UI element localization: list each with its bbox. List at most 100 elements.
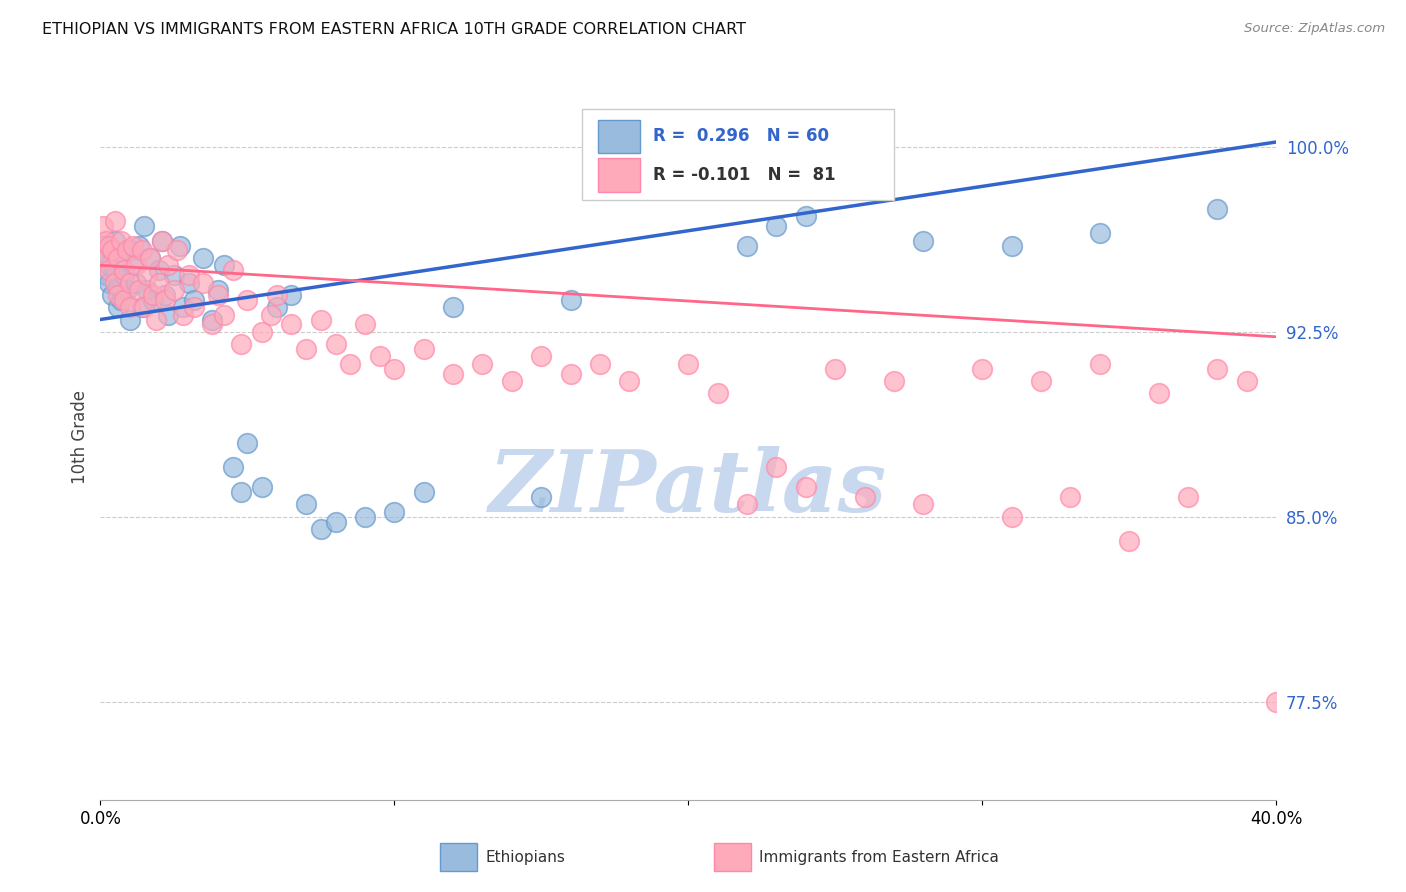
Point bbox=[136, 283, 159, 297]
Point bbox=[309, 312, 332, 326]
Point bbox=[354, 509, 377, 524]
Point bbox=[412, 485, 434, 500]
Point bbox=[134, 219, 156, 233]
Point bbox=[250, 480, 273, 494]
Point bbox=[142, 293, 165, 307]
FancyBboxPatch shape bbox=[714, 843, 751, 871]
Point bbox=[325, 515, 347, 529]
Point bbox=[156, 308, 179, 322]
Point bbox=[183, 300, 205, 314]
Point bbox=[560, 367, 582, 381]
Point bbox=[107, 300, 129, 314]
Point bbox=[619, 374, 641, 388]
Point bbox=[98, 263, 121, 277]
FancyBboxPatch shape bbox=[598, 120, 640, 153]
Point bbox=[131, 244, 153, 258]
Point bbox=[134, 300, 156, 314]
Y-axis label: 10th Grade: 10th Grade bbox=[72, 390, 89, 483]
Point bbox=[193, 276, 215, 290]
FancyBboxPatch shape bbox=[598, 158, 640, 192]
Point bbox=[794, 209, 817, 223]
Point bbox=[128, 238, 150, 252]
Point bbox=[172, 300, 194, 314]
Point bbox=[139, 251, 162, 265]
Point bbox=[110, 293, 132, 307]
Point bbox=[166, 244, 188, 258]
Point bbox=[107, 251, 129, 265]
Point bbox=[1000, 238, 1022, 252]
Text: R =  0.296   N = 60: R = 0.296 N = 60 bbox=[652, 128, 830, 145]
Point bbox=[339, 357, 361, 371]
Point bbox=[201, 312, 224, 326]
Point bbox=[1147, 386, 1170, 401]
Point bbox=[115, 244, 138, 258]
Point bbox=[104, 214, 127, 228]
Point bbox=[221, 460, 243, 475]
Point bbox=[266, 300, 288, 314]
Point bbox=[676, 357, 699, 371]
Point bbox=[1088, 357, 1111, 371]
Point bbox=[1206, 202, 1229, 216]
Text: Ethiopians: Ethiopians bbox=[485, 850, 565, 864]
Point bbox=[124, 258, 146, 272]
Point bbox=[148, 276, 170, 290]
Point bbox=[177, 276, 200, 290]
Point bbox=[104, 276, 127, 290]
Point bbox=[236, 293, 259, 307]
Point bbox=[121, 238, 143, 252]
Point bbox=[853, 490, 876, 504]
Point bbox=[1177, 490, 1199, 504]
Point bbox=[501, 374, 523, 388]
Point bbox=[441, 367, 464, 381]
Point bbox=[250, 325, 273, 339]
Text: ZIPatlas: ZIPatlas bbox=[489, 446, 887, 529]
Point bbox=[212, 258, 235, 272]
Point bbox=[142, 288, 165, 302]
Point bbox=[1029, 374, 1052, 388]
Point bbox=[231, 485, 253, 500]
Point bbox=[1236, 374, 1258, 388]
Point bbox=[530, 490, 553, 504]
Point bbox=[471, 357, 494, 371]
Point bbox=[96, 268, 118, 282]
Point bbox=[972, 361, 994, 376]
Point bbox=[295, 342, 318, 356]
Point bbox=[735, 238, 758, 252]
Point bbox=[110, 251, 132, 265]
Point bbox=[118, 312, 141, 326]
Point bbox=[280, 288, 302, 302]
Point bbox=[382, 505, 405, 519]
Point bbox=[112, 293, 135, 307]
Point bbox=[112, 263, 135, 277]
Point bbox=[98, 258, 121, 272]
Point bbox=[98, 238, 121, 252]
Point bbox=[912, 234, 935, 248]
Text: R = -0.101   N =  81: R = -0.101 N = 81 bbox=[652, 166, 835, 184]
Point bbox=[91, 219, 114, 233]
Point bbox=[169, 238, 191, 252]
Point bbox=[96, 251, 118, 265]
Point bbox=[128, 283, 150, 297]
Point bbox=[412, 342, 434, 356]
Point bbox=[163, 268, 186, 282]
Point bbox=[118, 244, 141, 258]
Point bbox=[382, 361, 405, 376]
Point bbox=[1059, 490, 1081, 504]
Point bbox=[150, 234, 173, 248]
Point bbox=[765, 219, 787, 233]
Point bbox=[193, 251, 215, 265]
Point bbox=[560, 293, 582, 307]
Text: ETHIOPIAN VS IMMIGRANTS FROM EASTERN AFRICA 10TH GRADE CORRELATION CHART: ETHIOPIAN VS IMMIGRANTS FROM EASTERN AFR… bbox=[42, 22, 747, 37]
Point bbox=[150, 234, 173, 248]
Point bbox=[207, 288, 229, 302]
Point bbox=[107, 280, 129, 294]
Point bbox=[101, 288, 124, 302]
FancyBboxPatch shape bbox=[440, 843, 477, 871]
Point bbox=[153, 288, 176, 302]
Point bbox=[1118, 534, 1140, 549]
Point bbox=[207, 283, 229, 297]
Point bbox=[124, 276, 146, 290]
Point bbox=[221, 263, 243, 277]
Point bbox=[280, 318, 302, 332]
Point bbox=[912, 497, 935, 511]
